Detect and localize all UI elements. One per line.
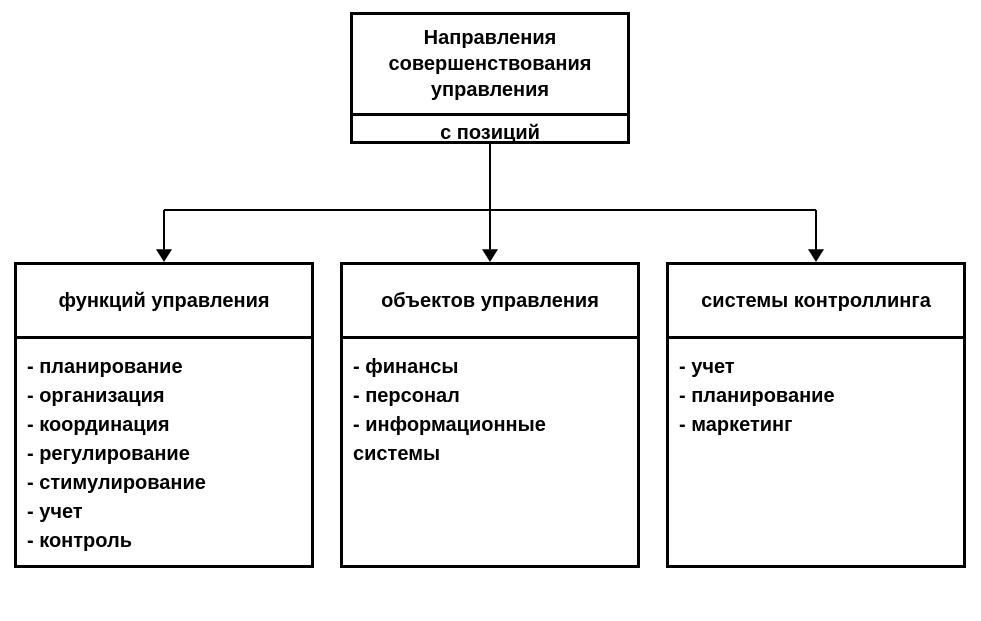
list-item: - финансы <box>353 353 627 382</box>
child-items-0: - планирование- организация- координация… <box>17 339 311 571</box>
list-item: - координация <box>27 411 301 440</box>
child-items-2: - учет- планирование- маркетинг <box>669 339 963 571</box>
child-node-2: системы контроллинга - учет- планировани… <box>666 262 966 568</box>
list-item: - маркетинг <box>679 411 953 440</box>
root-title: Направления совершенствования управления <box>353 15 627 116</box>
list-item: - контроль <box>27 527 301 556</box>
list-item: - стимулирование <box>27 469 301 498</box>
list-item: - планирование <box>27 353 301 382</box>
child-title-1: объектов управления <box>343 265 637 339</box>
root-subtitle: с позиций <box>353 116 627 151</box>
child-items-1: - финансы- персонал- информационные сист… <box>343 339 637 571</box>
list-item: - учет <box>27 498 301 527</box>
child-title-0: функций управления <box>17 265 311 339</box>
list-item: - планирование <box>679 382 953 411</box>
list-item: - персонал <box>353 382 627 411</box>
root-node: Направления совершенствования управления… <box>350 12 630 144</box>
list-item: - организация <box>27 382 301 411</box>
child-node-1: объектов управления - финансы- персонал-… <box>340 262 640 568</box>
list-item: - учет <box>679 353 953 382</box>
list-item: - информационные системы <box>353 411 627 469</box>
child-title-2: системы контроллинга <box>669 265 963 339</box>
list-item: - регулирование <box>27 440 301 469</box>
child-node-0: функций управления - планирование- орган… <box>14 262 314 568</box>
